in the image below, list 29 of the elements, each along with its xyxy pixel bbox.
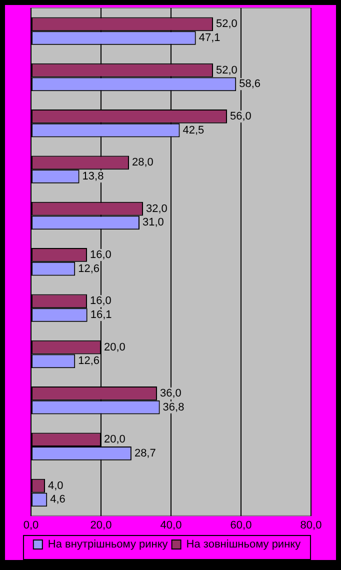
data-label: 36,0	[160, 388, 182, 400]
data-label: 20,0	[104, 434, 126, 446]
data-label: 12,6	[78, 262, 100, 275]
data-label: 31,0	[142, 216, 164, 229]
data-label: 16,0	[90, 249, 112, 262]
data-label: 28,0	[132, 156, 154, 169]
data-label: 58,6	[239, 78, 261, 90]
data-label: 4,0	[48, 480, 64, 492]
x-tick-label: 20,0	[90, 519, 112, 532]
data-label: 16,1	[90, 309, 112, 322]
legend-label: На внутрішньому ринку	[48, 538, 168, 551]
x-tick-label: 40,0	[160, 519, 182, 532]
data-label: 20,0	[104, 341, 126, 354]
data-label: 47,1	[198, 32, 220, 44]
data-label: 52,0	[216, 64, 238, 76]
x-tick-label: 80,0	[300, 519, 322, 532]
data-label: 52,0	[216, 18, 238, 30]
legend-label: На зовнішньому ринку	[186, 538, 302, 551]
data-label: 28,7	[134, 448, 156, 460]
x-tick-label: 60,0	[230, 519, 252, 532]
data-label: 56,0	[230, 110, 252, 123]
data-label: 13,8	[82, 170, 104, 183]
data-label: 32,0	[146, 202, 168, 215]
data-label: 4,6	[50, 494, 66, 506]
x-tick-label: 0,0	[23, 519, 39, 532]
data-label: 42,5	[182, 124, 204, 136]
data-label: 36,8	[162, 401, 184, 414]
data-label: 16,0	[90, 295, 112, 308]
data-label: 12,6	[78, 355, 100, 368]
